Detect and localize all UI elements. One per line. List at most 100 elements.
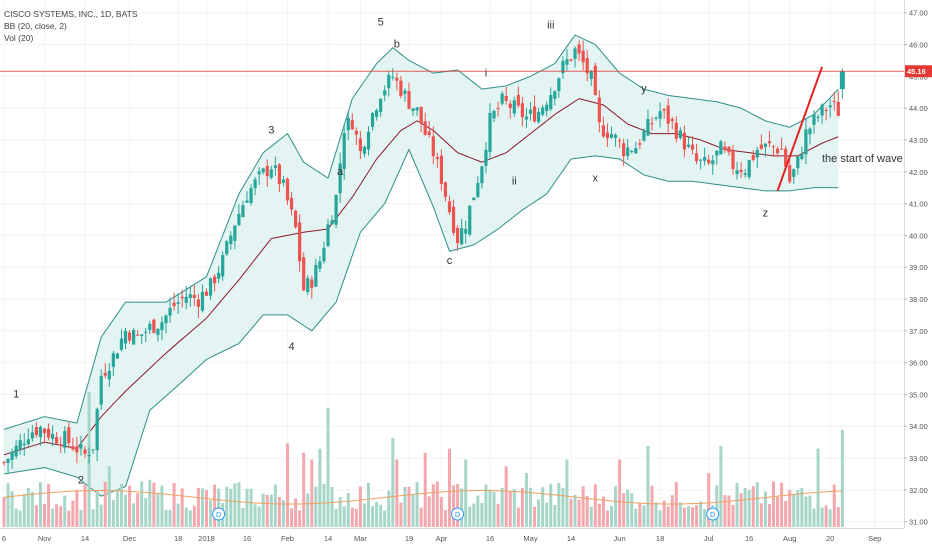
candle-body: [95, 408, 99, 451]
candle-body: [561, 60, 565, 74]
volume-bar: [743, 488, 747, 527]
last-price-label: 45.16: [907, 67, 926, 76]
wave-label: 2: [78, 474, 84, 486]
candle-body: [419, 106, 423, 124]
volume-bar: [354, 508, 358, 527]
candle-body: [358, 138, 362, 152]
candle-body: [484, 149, 488, 166]
candle-body: [172, 302, 176, 307]
volume-bar: [55, 504, 59, 527]
candle-body: [630, 150, 634, 152]
candle-body: [213, 276, 217, 284]
candle-body: [123, 330, 128, 344]
volume-bar: [520, 487, 524, 527]
volume-bar: [638, 502, 642, 527]
candle-body: [399, 80, 403, 96]
candle-body: [140, 334, 144, 336]
candle-body: [306, 277, 310, 293]
volume-bar: [569, 498, 573, 527]
candle-body: [346, 117, 350, 131]
volume-bar: [346, 493, 350, 527]
volume-bar: [699, 501, 703, 527]
candle-body: [427, 131, 431, 135]
candle-body: [289, 197, 294, 210]
volume-bar: [565, 459, 569, 527]
volume-bar: [529, 487, 532, 527]
candle-body: [622, 143, 626, 157]
volume-bar: [772, 481, 775, 527]
volume-bar: [840, 429, 844, 527]
candle-body: [196, 299, 200, 307]
volume-bar: [747, 489, 751, 527]
volume-bar: [784, 501, 788, 527]
volume-bar: [67, 510, 71, 527]
candle-body: [46, 428, 51, 438]
candle-body: [334, 195, 338, 225]
volume-bar: [18, 510, 22, 527]
candle-body: [682, 132, 686, 150]
candle-body: [407, 91, 411, 109]
candle-body: [229, 235, 233, 244]
volume-bar: [816, 448, 820, 527]
candle-body: [836, 101, 840, 117]
candle-body: [249, 188, 253, 204]
volume-bar: [290, 508, 294, 527]
candle-body: [832, 101, 836, 103]
wave-label: x: [593, 172, 599, 184]
candle-body: [654, 117, 658, 119]
candle-body: [800, 154, 804, 160]
wave-label: c: [447, 255, 453, 267]
candle-body: [824, 110, 828, 112]
candle-body: [281, 179, 286, 183]
candle-body: [585, 58, 589, 74]
wave-label: iii: [547, 20, 554, 32]
candle-body: [460, 228, 464, 245]
volume-bar: [832, 484, 836, 527]
price-tick-label: 35.00: [909, 390, 928, 399]
volume-bar: [448, 448, 451, 527]
volume-bar: [261, 493, 265, 527]
candle-body: [820, 104, 824, 116]
candle-body: [225, 241, 229, 255]
price-tick-label: 34.00: [909, 422, 928, 431]
volume-bar: [601, 496, 605, 527]
volume-bar: [731, 504, 735, 527]
candle-body: [609, 134, 614, 138]
candle-body: [500, 93, 504, 104]
volume-bar: [492, 492, 496, 527]
candle-body: [63, 430, 67, 448]
volume-bar: [371, 506, 375, 527]
candle-body: [26, 439, 30, 445]
volume-bar: [63, 495, 67, 527]
volume-bar: [419, 507, 423, 527]
candle-body: [601, 125, 605, 137]
volume-bar: [703, 509, 707, 527]
candle-body: [411, 108, 415, 112]
candle-body: [727, 146, 731, 153]
candle-body: [261, 168, 265, 173]
volume-bar: [646, 446, 650, 527]
volume-bar: [581, 486, 585, 527]
candle-body: [549, 95, 553, 110]
time-tick-label: 2018: [198, 534, 215, 543]
candles: [2, 40, 845, 473]
candle-body: [160, 322, 164, 331]
volume-bar: [804, 496, 808, 527]
volume-bar: [715, 485, 719, 527]
volume-bar: [83, 484, 87, 527]
candle-body: [488, 113, 492, 152]
candle-body: [6, 459, 10, 463]
volume-bar: [318, 448, 322, 527]
volume-bar: [662, 500, 666, 527]
volume-bar: [808, 495, 812, 527]
candle-body: [743, 173, 747, 175]
volume-bar: [788, 489, 792, 527]
candle-body: [593, 65, 597, 96]
volume-bar: [26, 487, 30, 527]
candle-body: [354, 130, 358, 135]
candle-body: [152, 319, 156, 333]
volume-bar: [759, 503, 763, 527]
volume-bar: [6, 483, 10, 527]
volume-bar: [707, 473, 711, 527]
